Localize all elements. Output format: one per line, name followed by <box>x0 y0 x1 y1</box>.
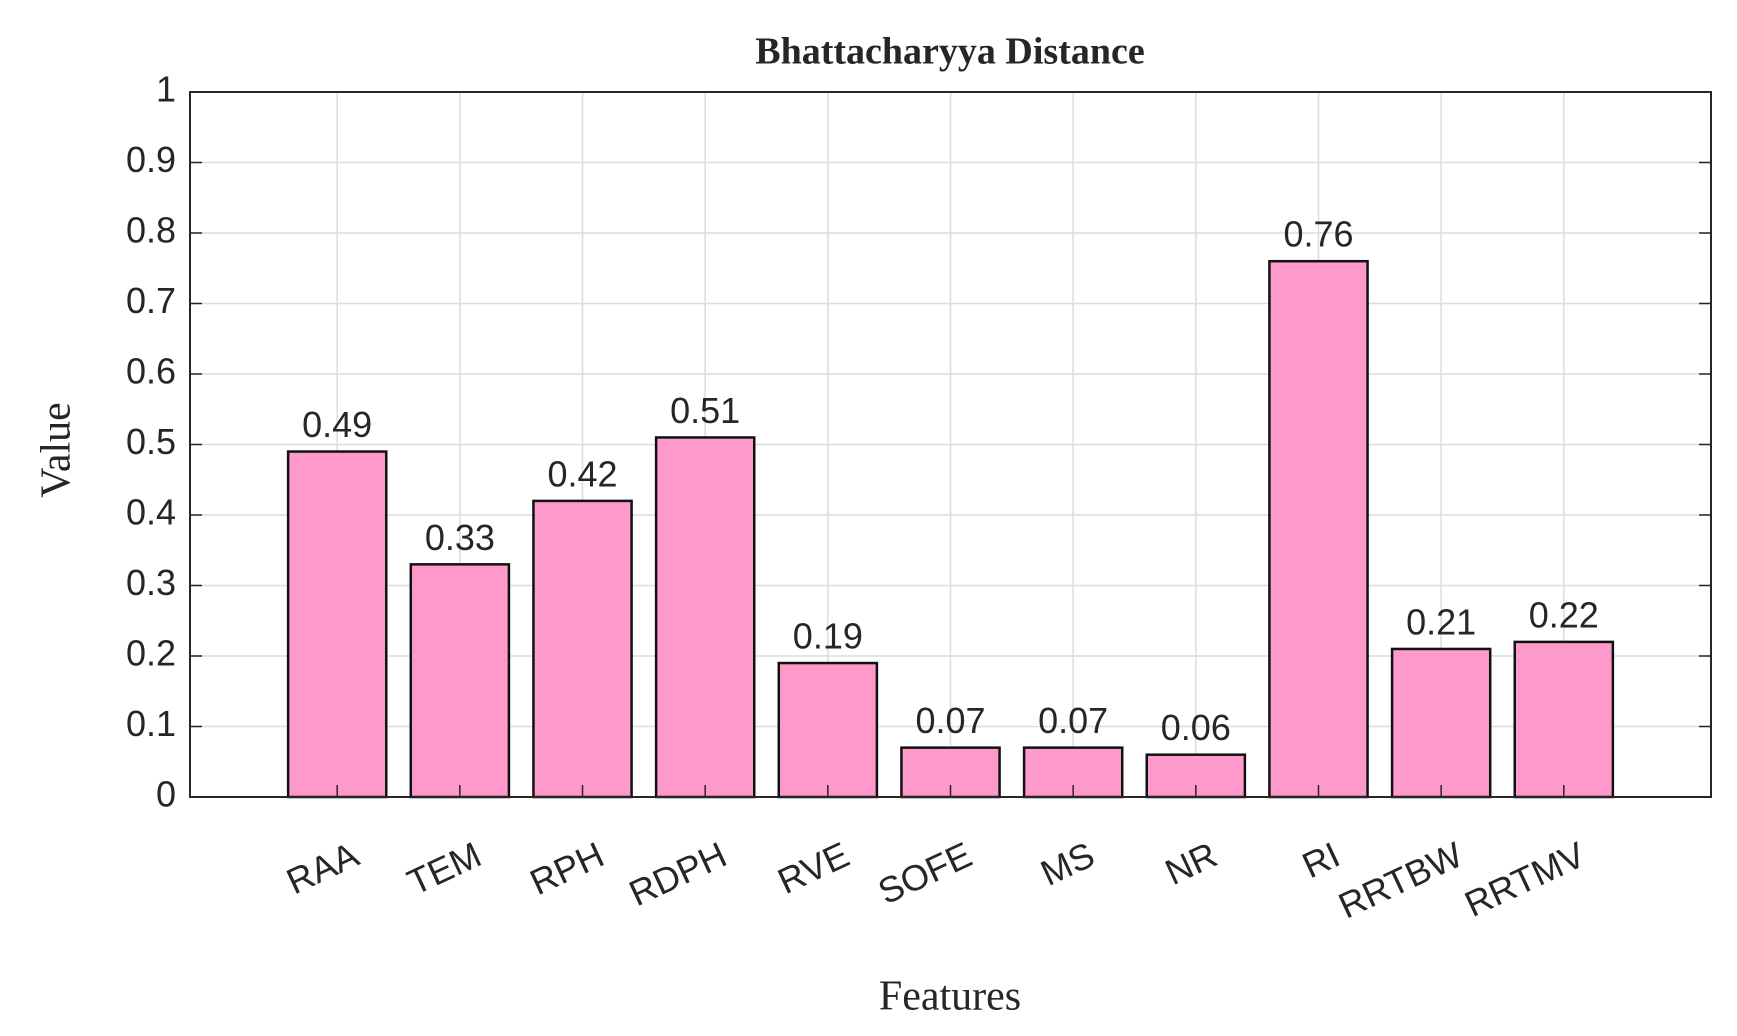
x-tick-label: MS <box>1034 834 1100 894</box>
x-tick-label: RVE <box>771 834 855 902</box>
x-axis-label: Features <box>879 974 1021 1020</box>
value-label: 0.06 <box>1161 707 1231 748</box>
y-tick-label: 0.7 <box>126 280 176 321</box>
x-tick-label: RAA <box>280 834 364 902</box>
y-tick-label: 1 <box>156 69 176 110</box>
x-tick-label: SOFE <box>872 834 978 913</box>
y-tick-label: 0.4 <box>126 492 176 533</box>
bar <box>1513 640 1615 799</box>
value-label: 0.07 <box>1038 700 1108 741</box>
value-label: 0.07 <box>915 700 985 741</box>
value-label: 0.42 <box>547 453 617 494</box>
value-label: 0.19 <box>793 616 863 657</box>
bar <box>1390 647 1492 799</box>
value-label: 0.49 <box>302 404 372 445</box>
value-label: 0.33 <box>425 517 495 558</box>
y-tick-label: 0.3 <box>126 562 176 603</box>
y-tick-label: 0.2 <box>126 633 176 674</box>
x-tick-label: RPH <box>524 834 610 903</box>
y-axis-label: Value <box>34 402 80 498</box>
bar <box>286 450 388 799</box>
value-label: 0.76 <box>1283 214 1353 255</box>
y-tick-label: 0 <box>156 774 176 815</box>
y-tick-label: 0.5 <box>126 421 176 462</box>
chart-title: Bhattacharyya Distance <box>755 31 1144 73</box>
x-tick-label: NR <box>1159 834 1223 893</box>
x-tick-label: RDPH <box>623 834 733 914</box>
value-label: 0.21 <box>1406 601 1476 642</box>
value-label: 0.22 <box>1529 594 1599 635</box>
y-tick-label: 0.8 <box>126 210 176 251</box>
y-tick-label: 0.9 <box>126 139 176 180</box>
y-tick-label: 0.1 <box>126 703 176 744</box>
bar <box>777 661 879 799</box>
plot-frame <box>189 91 1712 798</box>
bar <box>654 436 756 799</box>
x-tick-label: RRTMV <box>1458 834 1591 925</box>
bar <box>1268 259 1369 799</box>
bar <box>409 563 511 799</box>
x-tick-label: RRTBW <box>1332 834 1468 927</box>
x-tick-label: TEM <box>401 834 487 903</box>
bar <box>532 499 633 799</box>
x-tick-label: RI <box>1296 834 1346 886</box>
y-tick-label: 0.6 <box>126 351 176 392</box>
value-label: 0.51 <box>670 390 740 431</box>
